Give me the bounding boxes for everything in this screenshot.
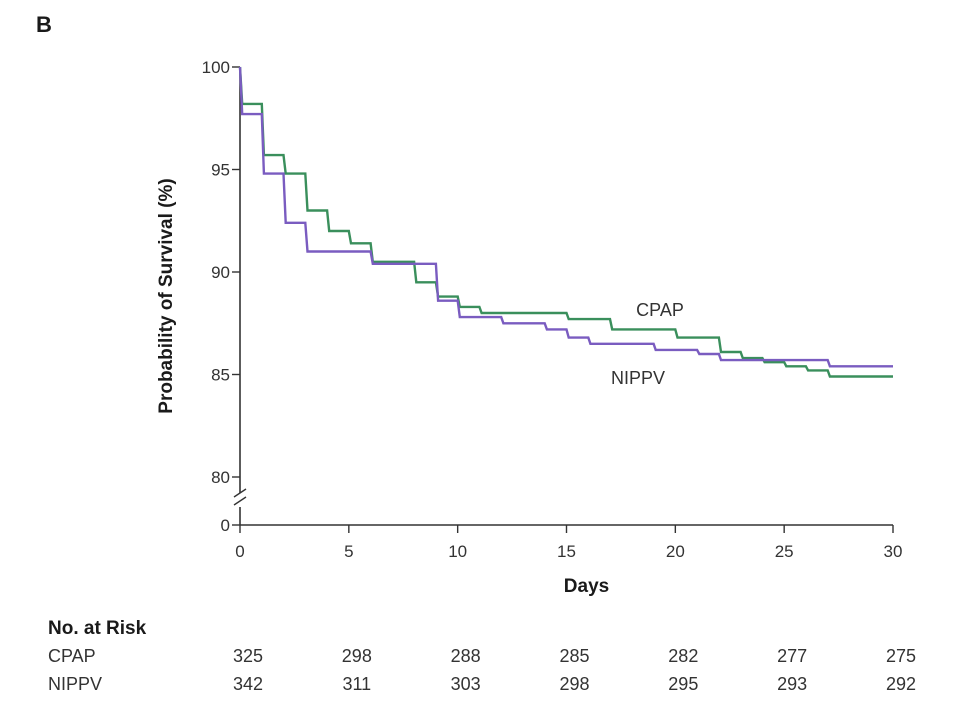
at-risk-cell: 285 bbox=[559, 646, 590, 666]
at-risk-row-label: CPAP bbox=[48, 646, 96, 666]
series-line-cpap bbox=[238, 66, 893, 378]
at-risk-title: No. at Risk bbox=[48, 618, 147, 639]
y-tick-label: 80 bbox=[211, 468, 230, 487]
x-tick-label: 20 bbox=[666, 542, 685, 561]
x-tick-label: 25 bbox=[775, 542, 794, 561]
axis-break-mark bbox=[233, 496, 247, 506]
series-line-nippv bbox=[238, 66, 893, 368]
y-tick-label: 85 bbox=[211, 366, 230, 385]
x-tick-label: 10 bbox=[448, 542, 467, 561]
x-tick-label: 5 bbox=[344, 542, 353, 561]
series-label-nippv: NIPPV bbox=[611, 368, 665, 388]
at-risk-cell: 303 bbox=[450, 674, 481, 694]
at-risk-cell: 325 bbox=[232, 646, 264, 666]
at-risk-cell: 277 bbox=[777, 646, 808, 666]
y-tick-label: 0 bbox=[221, 516, 230, 535]
survival-chart: 0 80 85 90 95 100 0 5 10 15 20 25 30 Days Probability … bbox=[156, 58, 903, 597]
at-risk-cell: 298 bbox=[559, 674, 590, 694]
at-risk-cell: 275 bbox=[885, 646, 917, 666]
at-risk-row-label: NIPPV bbox=[48, 674, 103, 694]
at-risk-cell: 292 bbox=[885, 674, 917, 694]
x-axis-title: Days bbox=[564, 576, 609, 597]
y-tick-label: 95 bbox=[211, 161, 230, 180]
x-tick-label: 30 bbox=[884, 542, 903, 561]
at-risk-cell: 342 bbox=[232, 674, 264, 694]
at-risk-cell: 311 bbox=[342, 674, 372, 694]
at-risk-cell: 282 bbox=[668, 646, 699, 666]
y-tick-label: 100 bbox=[202, 58, 230, 77]
x-tick-label: 0 bbox=[235, 542, 244, 561]
axis-break-mark bbox=[233, 488, 247, 498]
at-risk-cell: 295 bbox=[668, 674, 699, 694]
y-tick-label: 90 bbox=[211, 263, 230, 282]
at-risk-cell: 298 bbox=[341, 646, 372, 666]
x-tick-label: 15 bbox=[557, 542, 576, 561]
at-risk-cell: 288 bbox=[450, 646, 481, 666]
series-label-cpap: CPAP bbox=[636, 300, 684, 320]
at-risk-cell: 293 bbox=[777, 674, 808, 694]
at-risk-row-cpap: CPAP 325 298 288 285 282 277 275 bbox=[48, 646, 928, 674]
at-risk-table: No. at Risk CPAP 325 298 288 285 282 277… bbox=[48, 618, 928, 702]
panel-label: B bbox=[36, 12, 52, 37]
at-risk-row-nippv: NIPPV 342 311 303 298 295 293 292 bbox=[48, 674, 928, 702]
y-axis-title: Probability of Survival (%) bbox=[156, 178, 177, 413]
